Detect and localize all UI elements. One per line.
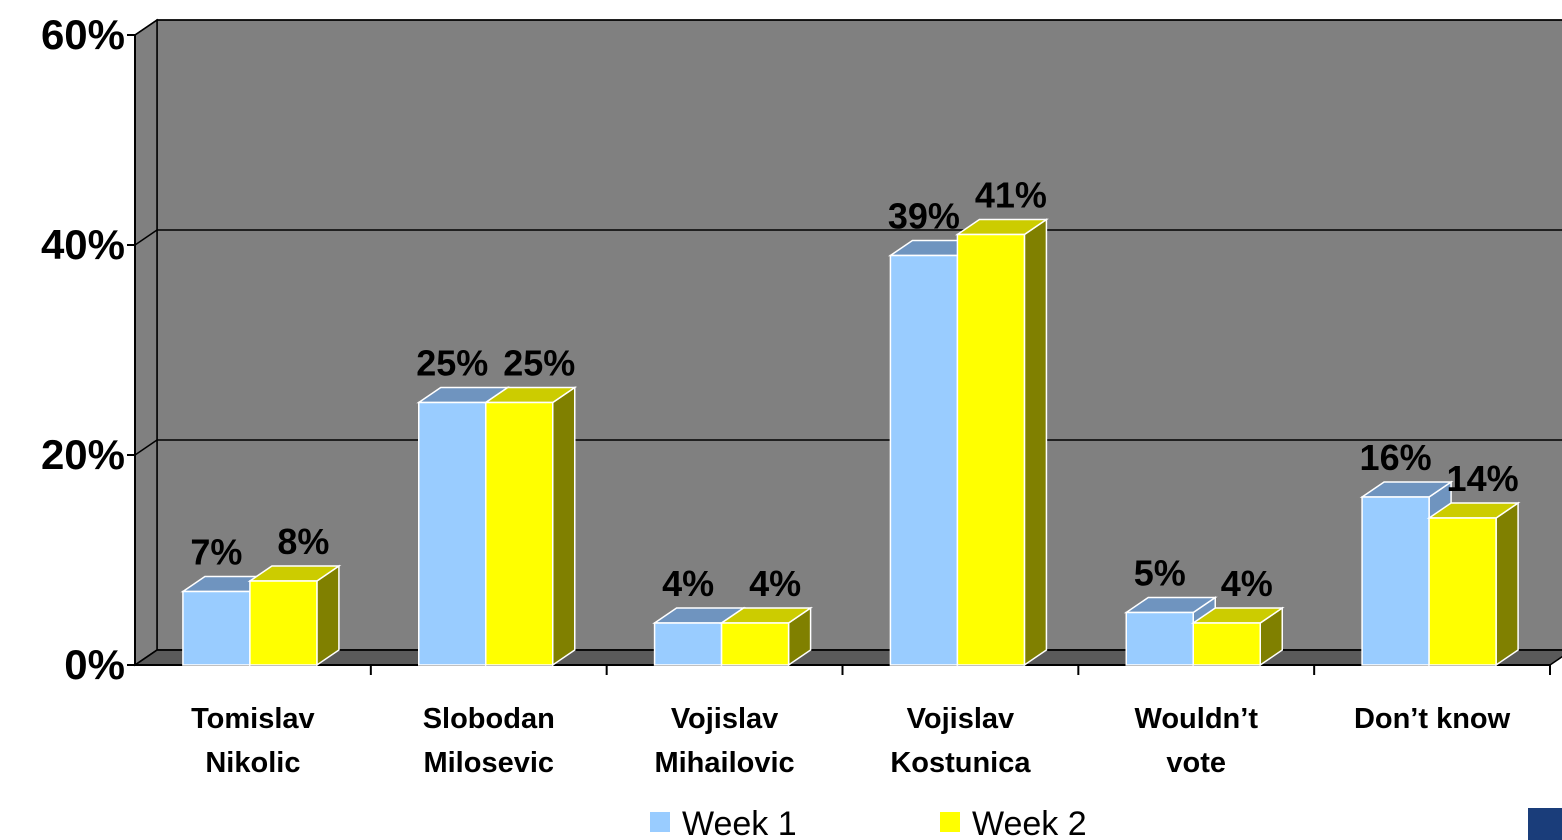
x-tick-label: Kostunica [890, 747, 1031, 779]
side-wall [134, 18, 158, 667]
logo [1528, 808, 1562, 840]
bar-front [182, 590, 251, 666]
grid-line [134, 649, 1562, 666]
bar-front [1192, 622, 1261, 666]
value-label: 41% [975, 175, 1047, 216]
x-tick-label: Mihailovic [654, 747, 794, 779]
x-tick-label: Milosevic [423, 747, 554, 779]
bar [1190, 606, 1285, 667]
bar-front [485, 401, 554, 666]
bar [1426, 501, 1521, 667]
grid-line [134, 229, 1562, 246]
bar-front [1361, 496, 1430, 666]
back-wall [156, 19, 1562, 651]
value-label: 4% [1221, 563, 1273, 604]
y-tick-label: 20% [41, 431, 125, 478]
grid-line [134, 439, 1562, 456]
x-tick-label: Vojislav [907, 703, 1014, 735]
bar-side [1023, 218, 1048, 667]
bar-front [653, 622, 723, 666]
floor [132, 649, 1562, 666]
legend-label: Week 2 [972, 805, 1087, 840]
bar-front [889, 254, 959, 666]
value-label: 5% [1134, 553, 1186, 594]
bar-side [1495, 501, 1519, 667]
x-tick-label: Wouldn’t [1135, 703, 1259, 735]
value-label: 14% [1447, 458, 1519, 499]
value-label: 8% [277, 521, 329, 562]
value-label: 25% [503, 343, 575, 384]
grid-line [134, 19, 1562, 36]
bar [247, 564, 342, 667]
bar [719, 606, 814, 667]
legend-swatch [650, 812, 670, 832]
value-label: 4% [749, 563, 801, 604]
x-tick-label: Nikolic [205, 747, 300, 779]
bar-side [316, 564, 340, 667]
y-tick-label: 60% [41, 11, 125, 58]
bar [483, 386, 578, 667]
bar-front [720, 622, 790, 666]
x-tick-label: vote [1166, 747, 1226, 779]
x-tick-label: Don’t know [1354, 703, 1511, 735]
bar [954, 218, 1049, 667]
x-tick-label: Slobodan [423, 703, 555, 735]
bar-front [249, 580, 318, 666]
bar-front [1428, 517, 1497, 666]
legend-swatch [940, 812, 960, 832]
bar-front [956, 233, 1026, 666]
bar-front [1125, 611, 1194, 666]
value-label: 39% [888, 196, 960, 237]
x-tick-label: Tomislav [191, 703, 315, 735]
y-tick-label: 0% [64, 641, 125, 688]
x-tick-label: Vojislav [671, 703, 778, 735]
bar-side [552, 386, 576, 667]
value-label: 4% [662, 563, 714, 604]
bar-front [418, 401, 487, 666]
value-label: 16% [1360, 437, 1432, 478]
value-label: 25% [416, 343, 488, 384]
legend-label: Week 1 [682, 805, 797, 840]
value-label: 7% [190, 532, 242, 573]
y-tick-label: 40% [41, 221, 125, 268]
